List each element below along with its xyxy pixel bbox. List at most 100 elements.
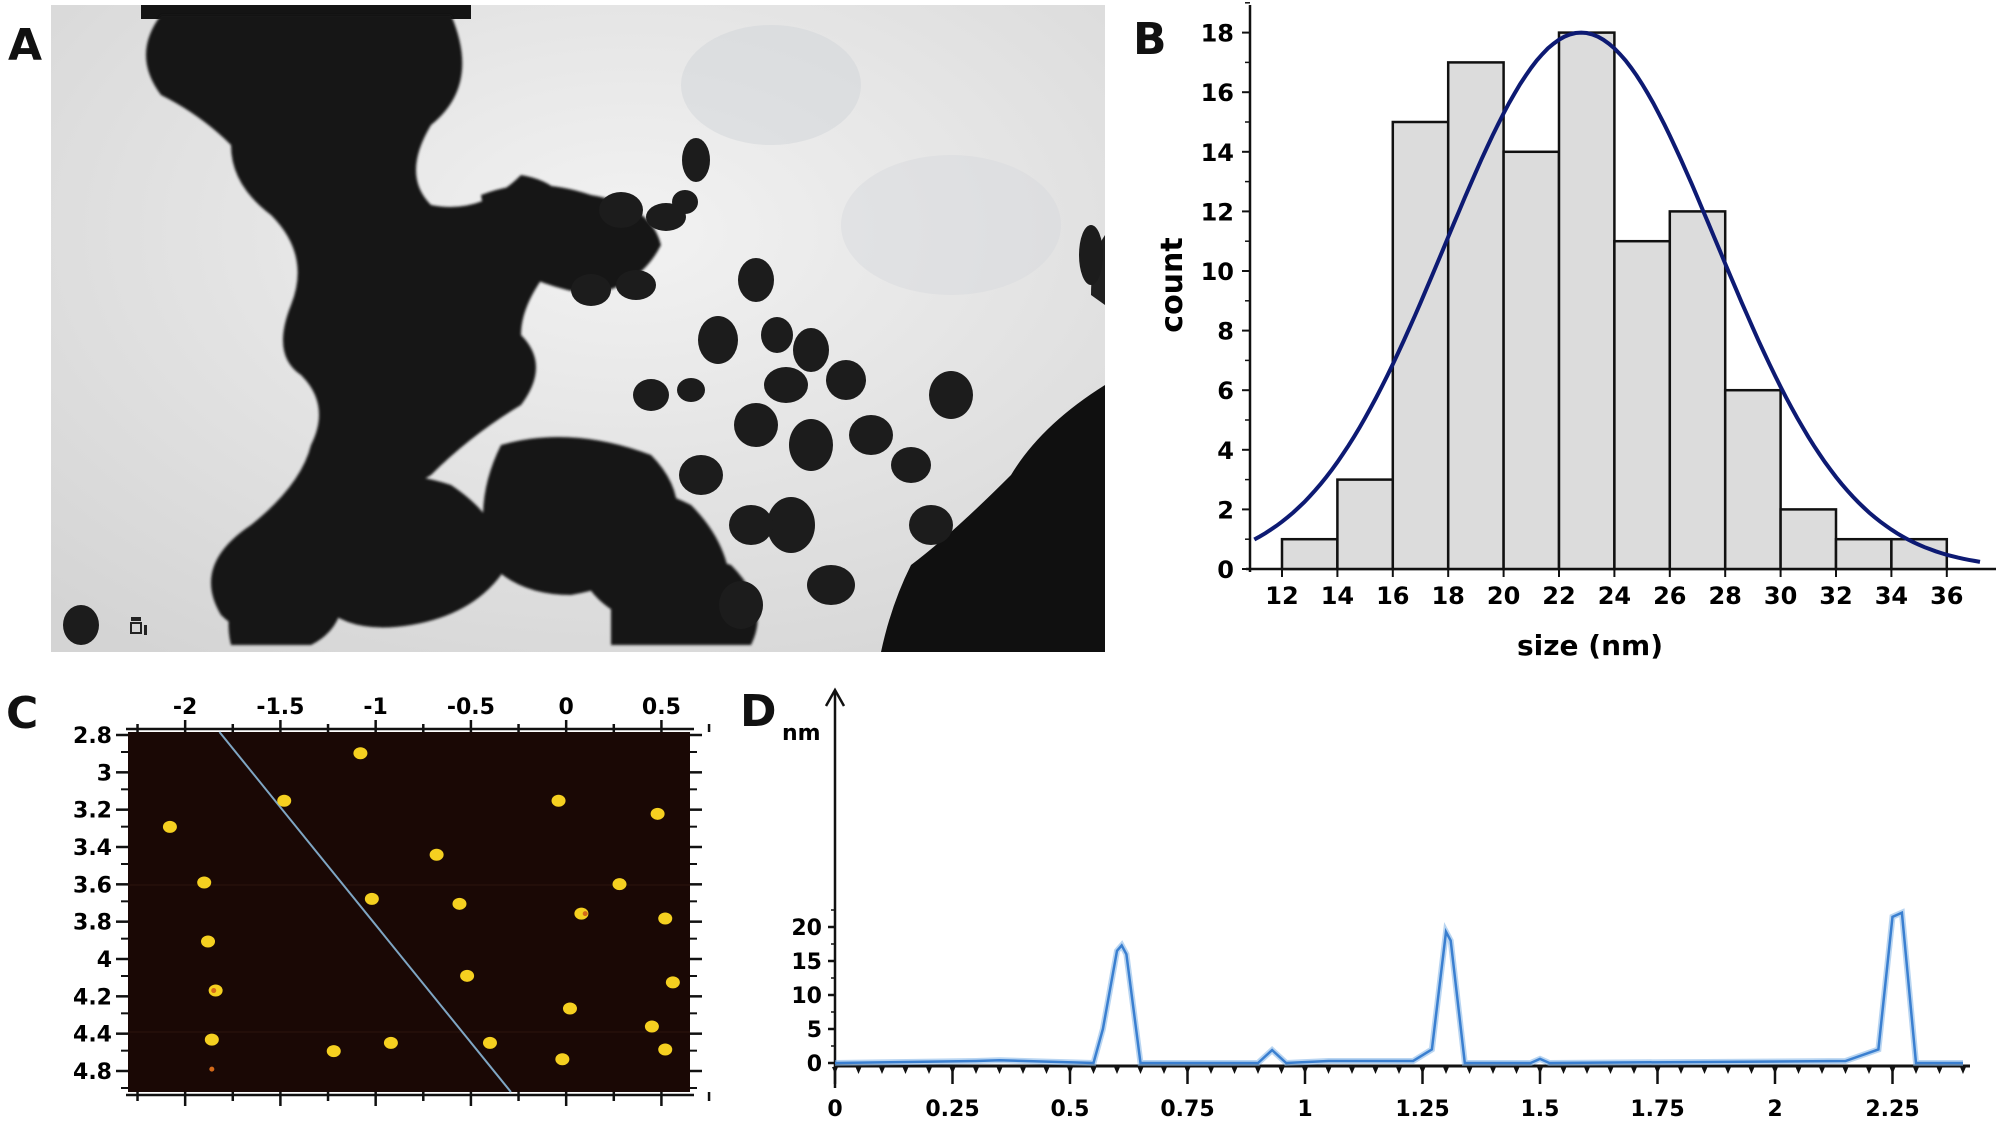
y-tick-label: 5 xyxy=(807,1018,822,1043)
scale-bar-icon xyxy=(130,617,147,635)
x-tick-label: 1.25 xyxy=(1395,1097,1449,1122)
panel-d-label: D xyxy=(740,686,777,737)
histogram-bar xyxy=(1557,31,1616,571)
panel-a-tem-image xyxy=(51,5,1105,652)
y-tick-label: 2.8 xyxy=(73,724,112,749)
height-profile-chart: nm 0 5 10 15 20 0 0.25 0.5 0.75 1 1.25 1.5 1.75 2 2.2… xyxy=(782,687,1970,1122)
x-tick-label: 1 xyxy=(1297,1097,1312,1122)
x-tick-label: 20 xyxy=(1487,582,1520,610)
x-tick-label: 16 xyxy=(1376,582,1409,610)
x-tick-label: 0.75 xyxy=(1160,1097,1214,1122)
y-tick-label: 8 xyxy=(1217,318,1234,346)
afm-particle xyxy=(555,1053,570,1066)
y-tick-label: 10 xyxy=(1201,258,1234,286)
afm-particle xyxy=(551,794,566,807)
afm-particle xyxy=(201,935,216,948)
panel-d-height-profile: nm 0 5 10 15 20 0 0.25 0.5 0.75 1 1.25 1.5 1.75 2 2.2… xyxy=(740,680,1996,1124)
tem-micrograph xyxy=(51,5,1105,652)
afm-particle xyxy=(460,969,475,982)
y-tick-label: 4.8 xyxy=(73,1060,112,1085)
afm-particle xyxy=(612,878,627,891)
gaussian-fit-curve xyxy=(1253,30,1981,564)
nanoparticle-cluster xyxy=(146,15,758,645)
isolated-nanoparticles xyxy=(63,138,1103,645)
y-tick-label: 10 xyxy=(791,984,822,1009)
y-axis-label: count xyxy=(1160,237,1190,332)
x-tick-label: 28 xyxy=(1708,582,1741,610)
y-tick-label: 18 xyxy=(1201,20,1234,48)
x-tick-label: 0.5 xyxy=(1051,1097,1090,1122)
afm-particle xyxy=(364,892,379,905)
profile-scan-line[interactable] xyxy=(218,731,512,1093)
x-tick-label: 14 xyxy=(1321,582,1354,610)
panel-a-label: A xyxy=(8,20,43,71)
y-tick-label: 4 xyxy=(1217,437,1234,465)
afm-particle xyxy=(452,897,467,910)
afm-particle xyxy=(574,907,589,920)
y-tick-label: 12 xyxy=(1201,198,1234,226)
y-tick-label: 3.2 xyxy=(73,799,112,824)
y-tick-label: 4.4 xyxy=(73,1023,112,1048)
x-tick-label: 0 xyxy=(559,695,574,720)
x-tick-labels: 0 0.25 0.5 0.75 1 1.25 1.5 1.75 2 2.25 xyxy=(827,1066,1966,1122)
x-tick-label: 2.25 xyxy=(1865,1097,1919,1122)
x-tick-label: 2 xyxy=(1767,1097,1782,1122)
y-tick-label: 4.2 xyxy=(73,985,112,1010)
y-tick-label: 20 xyxy=(791,916,822,941)
x-tick-labels: 12 14 16 18 20 22 24 26 28 30 32 34 36 xyxy=(1265,569,1964,610)
afm-particle xyxy=(562,1002,577,1015)
x-tick-label: -1.5 xyxy=(256,695,304,720)
afm-particle xyxy=(650,807,665,820)
x-tick-label: 0.5 xyxy=(642,695,681,720)
x-tick-label: 12 xyxy=(1265,582,1298,610)
x-tick-label: 22 xyxy=(1542,582,1575,610)
afm-particle xyxy=(665,976,680,989)
histogram-bar xyxy=(1723,388,1782,571)
afm-particle xyxy=(277,794,292,807)
y-tick-label: 3.8 xyxy=(73,911,112,936)
y-tick-label: 3 xyxy=(97,761,112,786)
x-tick-label: 1.75 xyxy=(1630,1097,1684,1122)
height-profile-line xyxy=(834,910,1963,1065)
x-tick-label: 0 xyxy=(827,1097,842,1122)
x-tick-label: -1 xyxy=(363,695,387,720)
histogram-bars xyxy=(1280,31,1949,571)
histogram-bar xyxy=(1668,210,1727,571)
panel-b-histogram: 0 2 4 6 8 10 12 14 16 18 12 14 16 18 20 22 24 26 28 30 32 34… xyxy=(1155,0,1996,670)
histogram-bar xyxy=(1834,537,1893,571)
y-tick-label: 0 xyxy=(807,1052,822,1077)
x-axis-label: size (nm) xyxy=(1517,629,1663,662)
afm-particle xyxy=(383,1036,398,1049)
histogram-bar xyxy=(1779,508,1838,571)
x-tick-label: 24 xyxy=(1598,582,1631,610)
panel-b-label: B xyxy=(1133,14,1167,65)
y-tick-labels: 0 2 4 6 8 10 12 14 16 18 xyxy=(1201,2,1250,584)
x-tick-label: 26 xyxy=(1653,582,1686,610)
x-tick-label: 32 xyxy=(1819,582,1852,610)
y-tick-label: 0 xyxy=(1217,556,1234,584)
y-tick-label: 16 xyxy=(1201,79,1234,107)
y-tick-labels: 0 5 10 15 20 xyxy=(791,909,835,1077)
afm-particle xyxy=(353,747,368,760)
y-tick-label: 4 xyxy=(97,948,112,973)
y-unit-label: nm xyxy=(782,721,821,746)
afm-particle xyxy=(482,1036,497,1049)
afm-particle xyxy=(326,1045,341,1058)
y-tick-labels: 2.8 3 3.2 3.4 3.6 3.8 4 4.2 4.4 4.8 xyxy=(73,724,702,1089)
afm-particle xyxy=(429,848,444,861)
x-tick-label: 30 xyxy=(1764,582,1797,610)
panel-c-afm-image: -2 -1.5 -1 -0.5 0 0.5 2.8 3 3.2 3.4 3.6 3.8 4 4.2 4.4… xyxy=(0,680,740,1124)
histogram-bar xyxy=(1502,150,1561,571)
afm-particle xyxy=(644,1020,659,1033)
afm-particle xyxy=(162,820,177,833)
y-tick-label: 2 xyxy=(1217,496,1234,524)
x-tick-label: 1.5 xyxy=(1521,1097,1560,1122)
afm-particle xyxy=(658,1043,673,1056)
y-tick-label: 3.4 xyxy=(73,836,112,861)
histogram-bar xyxy=(1613,239,1672,571)
x-tick-label: -0.5 xyxy=(447,695,495,720)
y-axis-arrow-icon xyxy=(824,687,846,707)
x-tick-label: 0.25 xyxy=(925,1097,979,1122)
y-tick-label: 6 xyxy=(1217,377,1234,405)
